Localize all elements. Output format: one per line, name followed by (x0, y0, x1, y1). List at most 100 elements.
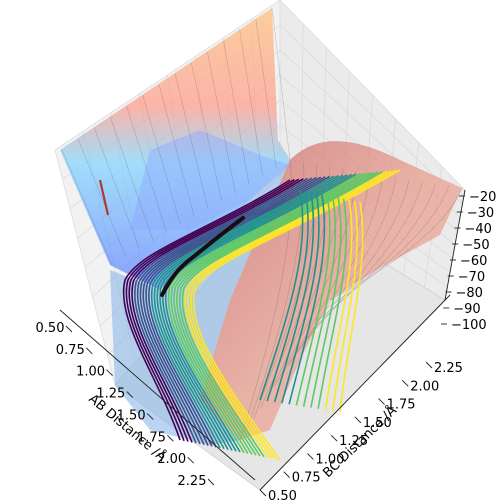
z-tick-label: −70 (458, 270, 485, 285)
x-tick-label: 2.25 (178, 474, 207, 489)
y-tick-mark (425, 361, 433, 369)
mesh-line (142, 95, 181, 225)
mesh-line (158, 84, 195, 217)
x-tick-label: 0.50 (36, 321, 65, 336)
contour-line (170, 172, 366, 455)
mesh-line (255, 18, 277, 169)
x-tick-mark (65, 325, 73, 333)
mesh-line (271, 7, 291, 161)
x-tick-mark (85, 347, 93, 355)
mesh-line (288, 175, 383, 365)
mesh-line (274, 170, 357, 387)
contour-line (178, 171, 379, 457)
y-tick-mark (354, 416, 362, 424)
x-tick-label: 1.25 (96, 387, 125, 402)
contour-line (187, 170, 392, 459)
x-tick-mark (207, 478, 215, 486)
contour-line (184, 170, 388, 459)
z-tick-label: −90 (453, 302, 480, 317)
contour-line (176, 171, 375, 456)
x-tick-label: 1.50 (117, 408, 146, 423)
mesh-line (322, 185, 450, 312)
x-tick-mark (126, 391, 134, 398)
mesh-line (126, 106, 168, 233)
y-tick-mark (283, 471, 291, 479)
surface-right-ridge (200, 141, 462, 440)
surface-left-wall (60, 8, 290, 290)
z-tick-label: −60 (460, 254, 487, 269)
y-tick-label: 1.50 (363, 416, 392, 431)
z-tick-label: −50 (462, 238, 489, 253)
y-tick-label: 1.75 (387, 398, 416, 413)
contour-line (148, 175, 331, 448)
mesh-line (77, 138, 126, 258)
contour-line (339, 201, 364, 413)
contour-line (310, 197, 342, 408)
mesh-line (190, 62, 222, 201)
y-axis-ticks: 0.50 0.75 1.00 1.25 1.50 1.75 2.00 2.25 (259, 361, 463, 500)
mesh-line (61, 149, 113, 266)
contour-line (167, 172, 361, 454)
contour-line (150, 175, 335, 449)
y-tick-label: 0.50 (268, 489, 297, 500)
x-tick-label: 1.00 (76, 365, 105, 380)
contour-line (331, 200, 359, 412)
contour-line (134, 177, 309, 444)
x-tick-label: 0.75 (56, 343, 85, 358)
contour-line (288, 194, 326, 405)
contour-line (145, 176, 326, 447)
mesh-line (295, 177, 397, 355)
x-tick-label: 2.00 (157, 452, 186, 467)
x-axis-ticks: 0.50 0.75 1.00 1.25 1.50 1.75 2.00 2.25 (36, 321, 215, 489)
contour-line (295, 195, 331, 406)
contour-line (281, 193, 320, 404)
contour-line (156, 174, 344, 450)
contour-lines (122, 169, 401, 461)
y-tick-label: 2.25 (434, 361, 463, 376)
contour-line (181, 170, 383, 458)
x-tick-mark (187, 456, 195, 464)
y-tick-label: 1.00 (315, 452, 344, 467)
y-tick-mark (401, 379, 409, 387)
mesh-line (223, 40, 250, 185)
z-tick-label: −40 (465, 222, 492, 237)
contour-line (266, 190, 309, 402)
mesh-line (239, 29, 263, 177)
y-tick-mark (259, 489, 267, 497)
mesh-line (302, 179, 410, 344)
mesh-line (94, 128, 140, 249)
contour-line (173, 172, 370, 455)
x-axis-line (59, 309, 256, 481)
surface-entrance-channel (130, 130, 290, 230)
contour-line (131, 178, 304, 443)
contour-line (259, 189, 304, 401)
z-axis-ticks: −20−30−40−50−60−70−80−90−100 (441, 190, 496, 333)
contour-line (317, 198, 348, 409)
z-tick-label: −30 (467, 206, 494, 221)
contour-line (324, 199, 353, 410)
mesh-line (110, 117, 154, 241)
z-tick-label: −20 (469, 190, 496, 205)
mesh-line (329, 187, 463, 301)
y-axis-line (259, 294, 451, 491)
mesh-line (174, 73, 209, 209)
contour-line (302, 196, 337, 407)
contour-line (273, 192, 315, 403)
contour-line (192, 169, 401, 461)
z-tick-label: −80 (456, 286, 483, 301)
y-tick-label: 2.00 (410, 379, 439, 394)
y-tick-mark (330, 434, 338, 442)
contour-line (159, 174, 348, 451)
y-tick-label: 0.75 (292, 471, 321, 486)
contour-line (128, 178, 300, 442)
contour-line (125, 178, 295, 442)
x-tick-mark (106, 369, 113, 377)
contour-line (142, 176, 322, 446)
z-axis-line (444, 189, 466, 301)
y-tick-label: 1.25 (339, 434, 368, 449)
y-tick-mark (307, 453, 314, 460)
x-tick-mark (167, 434, 174, 442)
contour-line (153, 174, 339, 450)
y-tick-mark (378, 398, 385, 405)
